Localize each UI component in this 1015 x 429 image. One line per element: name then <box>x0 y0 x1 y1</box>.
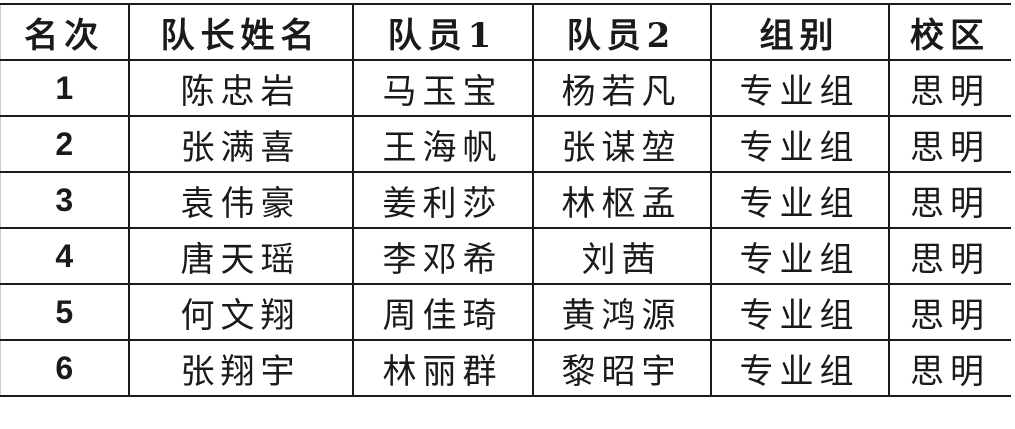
table-row: 2 张满喜 王海帆 张谋堃 专业组 思明 <box>0 115 1011 173</box>
rank-cell: 2 <box>0 115 130 173</box>
campus-cell: 思明 <box>887 171 1011 229</box>
captain-cell: 张翔宇 <box>127 339 354 397</box>
ranking-table: 名次 队长姓名 队员1 队员2 组别 校区 1 陈忠岩 马玉宝 杨若凡 专业组 思明 2 张满… <box>0 3 1011 397</box>
table-row: 6 张翔宇 林丽群 黎昭宇 专业组 思明 <box>0 339 1011 397</box>
campus-cell: 思明 <box>887 227 1011 285</box>
campus-cell: 思明 <box>887 339 1011 397</box>
group-cell: 专业组 <box>709 283 890 341</box>
captain-cell: 唐天瑶 <box>127 227 354 285</box>
group-cell: 专业组 <box>709 227 890 285</box>
rank-cell: 4 <box>0 227 130 285</box>
captain-cell: 张满喜 <box>127 115 354 173</box>
table-row: 1 陈忠岩 马玉宝 杨若凡 专业组 思明 <box>0 59 1011 117</box>
header-member2: 队员2 <box>531 3 712 61</box>
group-cell: 专业组 <box>709 115 890 173</box>
member1-cell: 李邓希 <box>351 227 534 285</box>
member2-cell: 杨若凡 <box>531 59 712 117</box>
captain-cell: 陈忠岩 <box>127 59 354 117</box>
rank-cell: 1 <box>0 59 130 117</box>
member2-cell: 刘茜 <box>531 227 712 285</box>
captain-cell: 何文翔 <box>127 283 354 341</box>
member2-cell: 黎昭宇 <box>531 339 712 397</box>
member2-cell: 林枢孟 <box>531 171 712 229</box>
rank-cell: 3 <box>0 171 130 229</box>
header-member1: 队员1 <box>351 3 534 61</box>
table-row: 5 何文翔 周佳琦 黄鸿源 专业组 思明 <box>0 283 1011 341</box>
rank-cell: 6 <box>0 339 130 397</box>
member1-cell: 王海帆 <box>351 115 534 173</box>
header-group: 组别 <box>709 3 890 61</box>
rank-cell: 5 <box>0 283 130 341</box>
member1-cell: 林丽群 <box>351 339 534 397</box>
group-cell: 专业组 <box>709 339 890 397</box>
group-cell: 专业组 <box>709 59 890 117</box>
campus-cell: 思明 <box>887 283 1011 341</box>
member1-cell: 姜利莎 <box>351 171 534 229</box>
member2-cell: 黄鸿源 <box>531 283 712 341</box>
header-captain: 队长姓名 <box>127 3 354 61</box>
header-campus: 校区 <box>887 3 1011 61</box>
member1-cell: 周佳琦 <box>351 283 534 341</box>
table-row: 3 袁伟豪 姜利莎 林枢孟 专业组 思明 <box>0 171 1011 229</box>
header-row: 名次 队长姓名 队员1 队员2 组别 校区 <box>0 3 1011 61</box>
member1-cell: 马玉宝 <box>351 59 534 117</box>
campus-cell: 思明 <box>887 59 1011 117</box>
group-cell: 专业组 <box>709 171 890 229</box>
member2-cell: 张谋堃 <box>531 115 712 173</box>
captain-cell: 袁伟豪 <box>127 171 354 229</box>
table-row: 4 唐天瑶 李邓希 刘茜 专业组 思明 <box>0 227 1011 285</box>
header-rank: 名次 <box>0 3 130 61</box>
campus-cell: 思明 <box>887 115 1011 173</box>
